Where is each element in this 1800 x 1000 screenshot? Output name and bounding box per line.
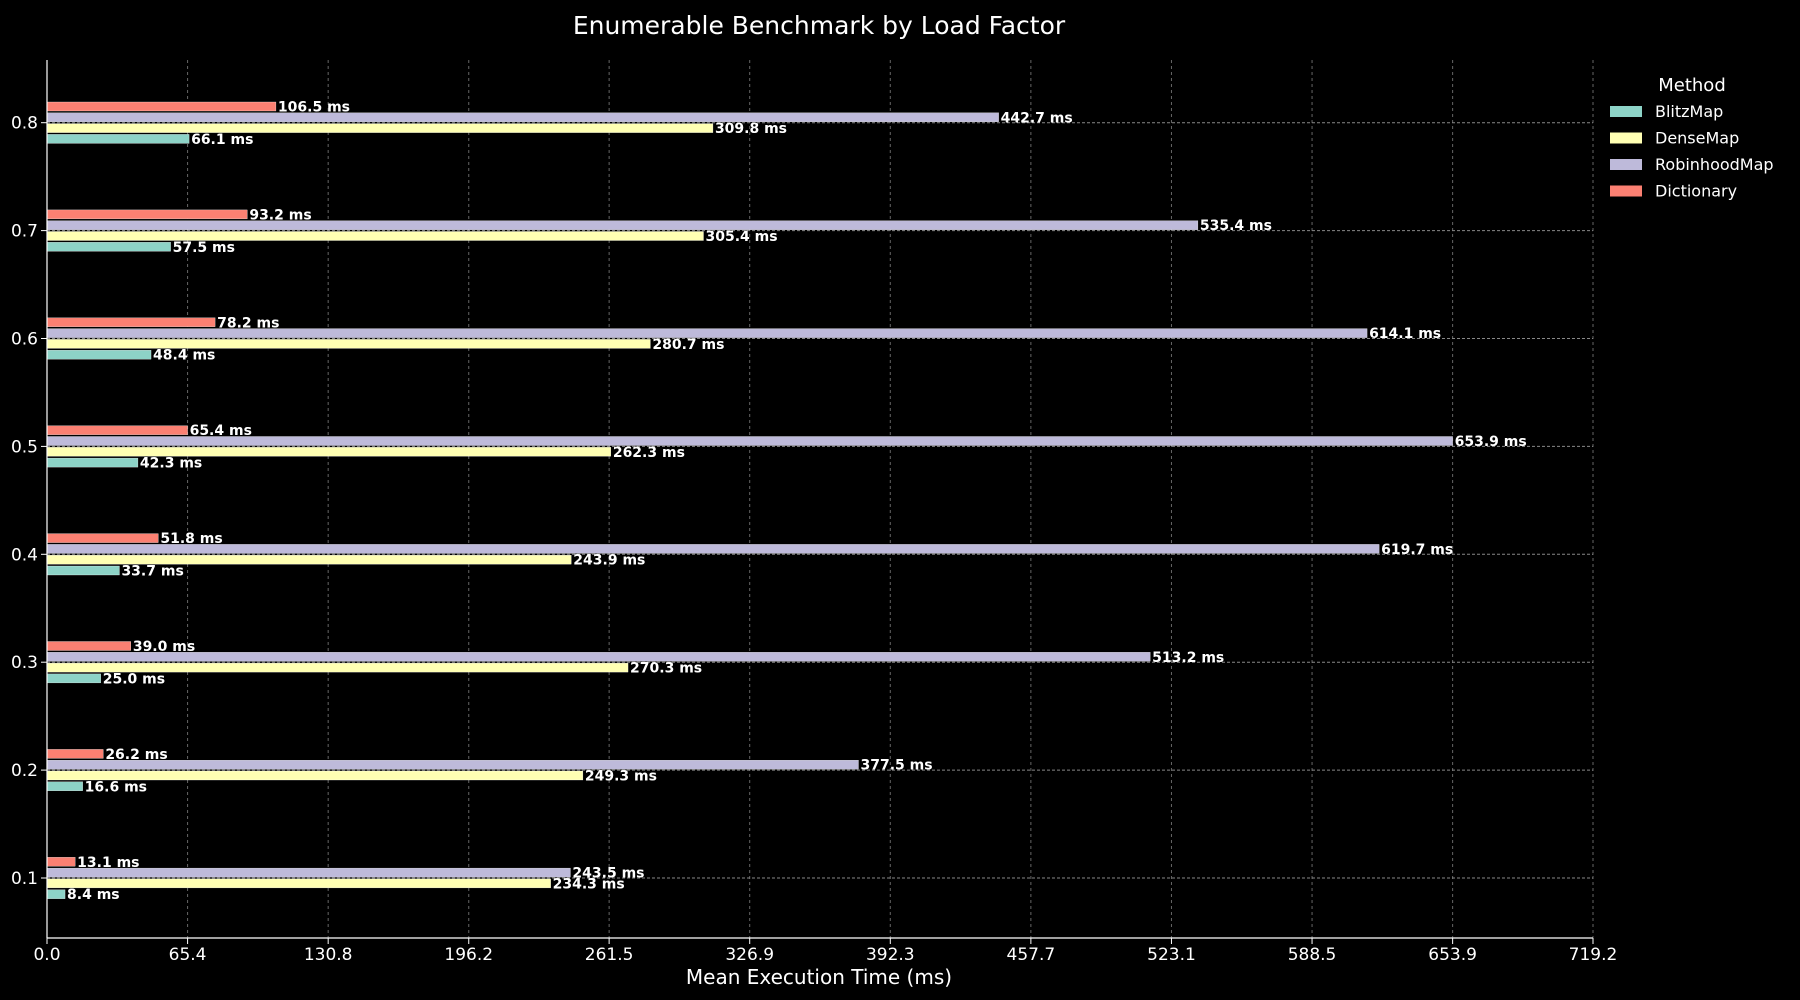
bar-blitzmap-0.3 bbox=[46, 673, 101, 684]
tick-labels: 0.0 65.4 130.8 196.2 261.5 326.9 392.3 457.7 523… bbox=[11, 114, 1617, 965]
legend-swatch-robinhoodmap bbox=[1610, 159, 1642, 170]
data-label-robinhoodmap-0.1: 243.5 ms bbox=[572, 866, 644, 882]
data-label-densemap-0.8: 309.8 ms bbox=[715, 121, 787, 137]
bar-robinhoodmap-0.7 bbox=[46, 220, 1199, 230]
data-label-robinhoodmap-0.7: 535.4 ms bbox=[1200, 218, 1272, 234]
bar-blitzmap-0.2 bbox=[46, 781, 83, 791]
y-tick-label: 0.8 bbox=[11, 114, 38, 134]
bar-dictionary-0.3 bbox=[46, 641, 131, 651]
data-label-dictionary-0.2: 26.2 ms bbox=[105, 747, 167, 763]
data-label-densemap-0.2: 249.3 ms bbox=[585, 769, 657, 785]
bar-blitzmap-0.1 bbox=[46, 889, 66, 899]
bar-blitzmap-0.8 bbox=[46, 134, 190, 144]
bar-robinhoodmap-0.8 bbox=[46, 112, 999, 122]
bar-densemap-0.1 bbox=[46, 878, 551, 889]
y-tick-label: 0.3 bbox=[11, 653, 38, 673]
data-label-blitzmap-0.3: 25.0 ms bbox=[103, 671, 165, 687]
bar-series bbox=[46, 101, 1453, 899]
legend-title: Method bbox=[1658, 75, 1726, 96]
legend-label-densemap: DenseMap bbox=[1655, 129, 1739, 148]
legend-label-dictionary: Dictionary bbox=[1655, 182, 1737, 201]
bar-densemap-0.7 bbox=[46, 231, 704, 241]
legend-swatch-blitzmap bbox=[1610, 106, 1642, 117]
bar-dictionary-0.4 bbox=[46, 533, 159, 543]
legend-swatch-densemap bbox=[1610, 132, 1642, 144]
y-tick-label: 0.5 bbox=[11, 437, 38, 457]
x-tick-label: 0.0 bbox=[33, 945, 60, 965]
x-tick-label: 326.9 bbox=[725, 945, 774, 965]
grid-lines bbox=[47, 60, 1594, 938]
data-label-densemap-0.7: 305.4 ms bbox=[705, 229, 777, 245]
data-label-densemap-0.6: 280.7 ms bbox=[652, 337, 724, 353]
bar-dictionary-0.5 bbox=[46, 425, 188, 435]
chart-title: Enumerable Benchmark by Load Factor bbox=[573, 11, 1066, 40]
data-label-blitzmap-0.4: 33.7 ms bbox=[121, 564, 183, 580]
data-label-blitzmap-0.8: 66.1 ms bbox=[191, 132, 253, 148]
bar-blitzmap-0.6 bbox=[46, 350, 152, 360]
data-label-robinhoodmap-0.5: 653.9 ms bbox=[1455, 434, 1527, 450]
x-tick-label: 130.8 bbox=[304, 945, 353, 965]
x-tick-label: 392.3 bbox=[866, 945, 915, 965]
bar-dictionary-0.7 bbox=[46, 209, 248, 220]
bar-dictionary-0.2 bbox=[46, 749, 104, 759]
data-label-dictionary-0.8: 106.5 ms bbox=[278, 100, 350, 116]
data-label-dictionary-0.3: 39.0 ms bbox=[133, 639, 195, 655]
x-axis-title: Mean Execution Time (ms) bbox=[686, 965, 952, 989]
bar-densemap-0.5 bbox=[46, 447, 611, 457]
bar-blitzmap-0.4 bbox=[46, 565, 120, 576]
data-label-blitzmap-0.6: 48.4 ms bbox=[153, 348, 215, 364]
x-tick-label: 719.2 bbox=[1569, 945, 1618, 965]
legend-label-blitzmap: BlitzMap bbox=[1655, 102, 1723, 121]
data-label-robinhoodmap-0.6: 614.1 ms bbox=[1369, 326, 1441, 342]
x-tick-label: 261.5 bbox=[585, 945, 634, 965]
y-tick-label: 0.7 bbox=[11, 222, 38, 242]
data-label-robinhoodmap-0.2: 377.5 ms bbox=[860, 758, 932, 774]
data-label-dictionary-0.1: 13.1 ms bbox=[77, 855, 139, 871]
bar-dictionary-0.1 bbox=[46, 857, 76, 867]
data-label-dictionary-0.7: 93.2 ms bbox=[249, 207, 311, 223]
data-label-blitzmap-0.2: 16.6 ms bbox=[85, 779, 147, 795]
legend-swatch-dictionary bbox=[1610, 185, 1642, 197]
y-tick-label: 0.4 bbox=[11, 545, 38, 565]
data-label-robinhoodmap-0.4: 619.7 ms bbox=[1381, 542, 1453, 558]
data-label-blitzmap-0.1: 8.4 ms bbox=[67, 887, 120, 903]
data-label-densemap-0.4: 243.9 ms bbox=[573, 553, 645, 569]
legend: Method BlitzMap DenseMap RobinhoodMap Dicti… bbox=[1610, 75, 1774, 201]
data-label-blitzmap-0.7: 57.5 ms bbox=[173, 240, 235, 256]
bar-robinhoodmap-0.2 bbox=[46, 760, 859, 770]
x-tick-label: 196.2 bbox=[444, 945, 493, 965]
bar-robinhoodmap-0.4 bbox=[46, 544, 1380, 554]
bar-densemap-0.8 bbox=[46, 123, 714, 133]
data-label-robinhoodmap-0.3: 513.2 ms bbox=[1152, 650, 1224, 666]
data-label-dictionary-0.5: 65.4 ms bbox=[190, 423, 252, 439]
bar-dictionary-0.6 bbox=[46, 317, 216, 327]
y-tick-label: 0.6 bbox=[11, 330, 38, 350]
x-tick-label: 523.1 bbox=[1147, 945, 1196, 965]
data-label-dictionary-0.6: 78.2 ms bbox=[217, 315, 279, 331]
x-tick-label: 457.7 bbox=[1007, 945, 1056, 965]
bar-blitzmap-0.5 bbox=[46, 457, 139, 468]
bar-blitzmap-0.7 bbox=[46, 242, 171, 252]
legend-label-robinhoodmap: RobinhoodMap bbox=[1655, 155, 1774, 174]
data-label-dictionary-0.4: 51.8 ms bbox=[160, 531, 222, 547]
data-label-densemap-0.1: 234.3 ms bbox=[553, 876, 625, 892]
bar-robinhoodmap-0.3 bbox=[46, 652, 1151, 662]
data-label-densemap-0.5: 262.3 ms bbox=[613, 445, 685, 461]
data-label-blitzmap-0.5: 42.3 ms bbox=[140, 456, 202, 472]
x-tick-label: 65.4 bbox=[169, 945, 207, 965]
bar-dictionary-0.8 bbox=[46, 101, 277, 112]
y-tick-label: 0.1 bbox=[11, 869, 38, 889]
data-label-densemap-0.3: 270.3 ms bbox=[630, 661, 702, 677]
axes bbox=[46, 60, 1593, 939]
x-tick-label: 588.5 bbox=[1288, 945, 1337, 965]
data-label-robinhoodmap-0.8: 442.7 ms bbox=[1001, 110, 1073, 126]
bar-robinhoodmap-0.5 bbox=[46, 436, 1453, 446]
x-tick-label: 653.9 bbox=[1428, 945, 1477, 965]
bar-densemap-0.6 bbox=[46, 339, 651, 349]
y-tick-label: 0.2 bbox=[11, 761, 38, 781]
